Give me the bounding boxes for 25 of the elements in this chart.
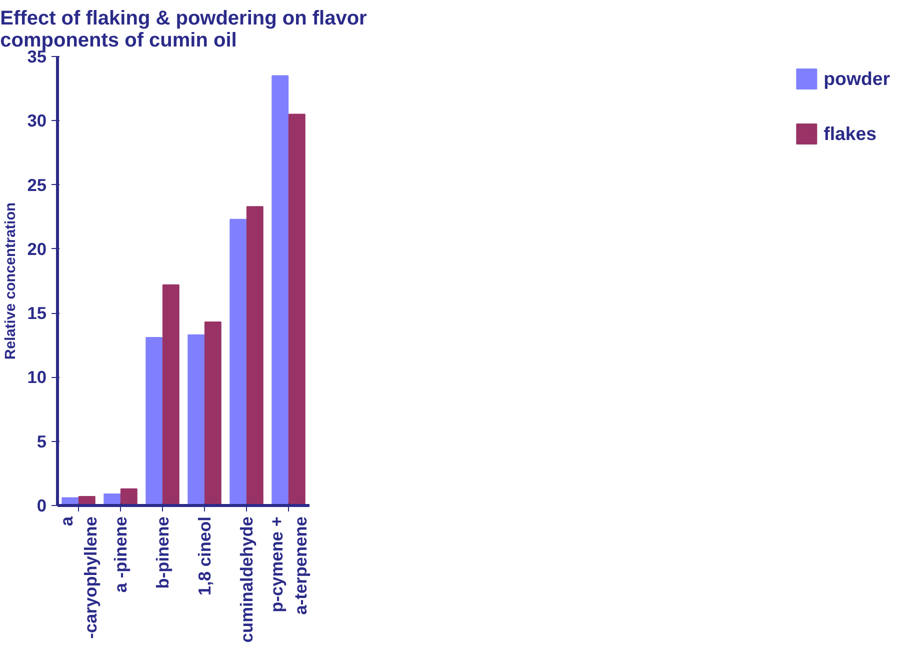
legend-label: flakes (824, 122, 877, 144)
y-tick-label: 0 (36, 496, 47, 516)
bar (188, 334, 205, 506)
chart-title: Effect of flaking & powdering on flavor components of cumin oil (0, 8, 368, 52)
x-tick-label: 1,8 cineol (194, 516, 214, 596)
y-tick-label: 5 (36, 431, 47, 452)
bar (120, 488, 138, 506)
y-tick-label: 15 (27, 303, 47, 324)
bar (162, 284, 180, 506)
x-tick-label: cuminaldehyde (236, 516, 256, 643)
legend-label: powder (824, 68, 890, 90)
x-tick-label: a -caryophyllene (56, 516, 100, 639)
bar (146, 336, 163, 506)
y-tick-label: 10 (27, 367, 47, 388)
y-tick-label: 30 (27, 110, 47, 131)
x-tick-label: b-pinene (152, 516, 172, 589)
bar (272, 75, 289, 506)
y-axis-title: Relative concentration (3, 202, 20, 360)
bar (204, 322, 222, 506)
y-tick-label: 25 (27, 174, 47, 195)
y-tick-label: 20 (27, 238, 47, 259)
bar (246, 206, 264, 506)
bar (230, 218, 247, 506)
x-tick-label: a -pinene (110, 516, 130, 593)
bar (288, 114, 306, 506)
